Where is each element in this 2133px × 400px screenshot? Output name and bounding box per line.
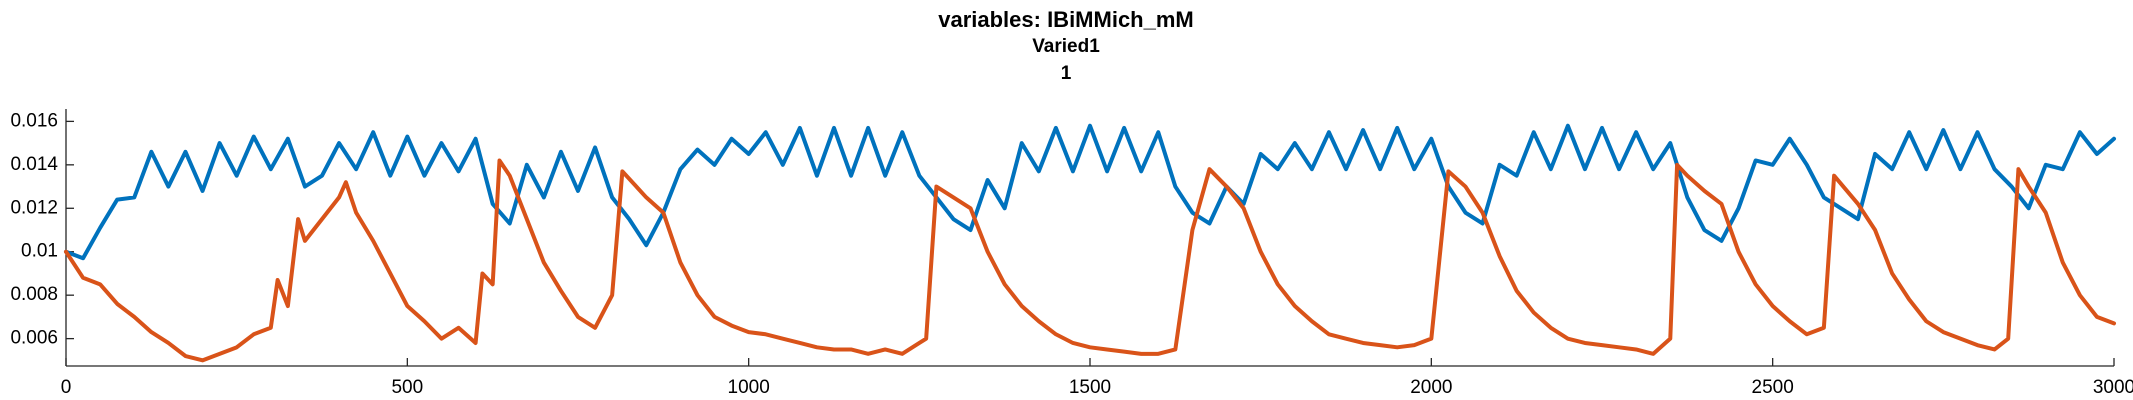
x-tick-label: 500 xyxy=(391,377,423,398)
y-tick-label: 0.012 xyxy=(10,197,58,218)
chart-subtitle: Varied1 xyxy=(1032,36,1100,57)
x-tick-label: 0 xyxy=(61,377,72,398)
y-tick-label: 0.014 xyxy=(10,154,58,175)
x-tick-label: 1000 xyxy=(728,377,770,398)
y-tick-label: 0.016 xyxy=(10,110,58,131)
data-line xyxy=(64,158,2116,363)
x-tick-label: 2500 xyxy=(1752,377,1794,398)
x-tick-label: 1500 xyxy=(1069,377,1111,398)
data-line xyxy=(64,123,2116,261)
chart-title: variables: IBiMMich_mM xyxy=(938,7,1194,32)
y-tick-label: 0.01 xyxy=(21,241,58,262)
y-tick-label: 0.008 xyxy=(10,284,58,305)
x-tick-label: 3000 xyxy=(2093,377,2133,398)
y-tick-label: 0.006 xyxy=(10,328,58,349)
x-tick-label: 2000 xyxy=(1410,377,1452,398)
chart-subtitle: 1 xyxy=(1061,63,1072,84)
